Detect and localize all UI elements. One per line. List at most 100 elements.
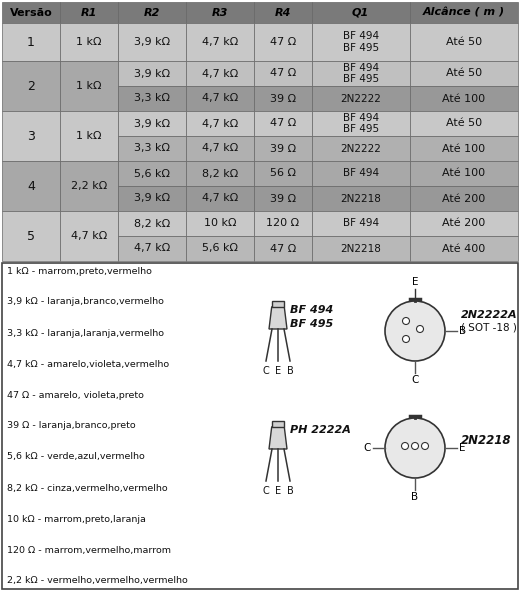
Bar xyxy=(254,211,311,236)
Text: Até 400: Até 400 xyxy=(442,243,486,254)
Text: 56 Ω: 56 Ω xyxy=(270,168,296,178)
Bar xyxy=(186,2,254,23)
Bar xyxy=(2,211,60,261)
Bar xyxy=(186,111,254,136)
Text: BF 494
BF 495: BF 494 BF 495 xyxy=(343,31,379,53)
Text: R4: R4 xyxy=(275,8,291,18)
Text: 3: 3 xyxy=(27,129,35,142)
Bar xyxy=(118,23,186,61)
Text: 4,7 kΩ: 4,7 kΩ xyxy=(202,144,238,154)
Bar xyxy=(118,111,186,136)
Text: E: E xyxy=(412,277,418,287)
Text: Até 50: Até 50 xyxy=(446,37,482,47)
Text: B: B xyxy=(459,326,466,336)
Text: 39 Ω: 39 Ω xyxy=(270,93,296,103)
Text: Até 100: Até 100 xyxy=(442,144,485,154)
Bar xyxy=(118,236,186,261)
Text: 5,6 kΩ: 5,6 kΩ xyxy=(202,243,238,254)
Text: 47 Ω: 47 Ω xyxy=(269,69,296,79)
Text: B: B xyxy=(411,492,419,502)
Text: Até 200: Até 200 xyxy=(442,193,486,203)
Bar xyxy=(118,186,186,211)
Bar xyxy=(2,2,60,23)
Text: 4,7 kΩ: 4,7 kΩ xyxy=(134,243,170,254)
Text: 4,7 kΩ: 4,7 kΩ xyxy=(202,119,238,128)
Bar xyxy=(410,23,518,61)
Text: PH 2222A: PH 2222A xyxy=(290,425,351,435)
Text: 2,2 kΩ: 2,2 kΩ xyxy=(71,181,107,191)
Bar xyxy=(271,301,284,307)
Text: 4,7 kΩ: 4,7 kΩ xyxy=(202,193,238,203)
Bar xyxy=(186,61,254,86)
Bar xyxy=(186,186,254,211)
Bar xyxy=(2,61,60,111)
Text: 2: 2 xyxy=(27,80,35,93)
Bar xyxy=(311,161,410,186)
Circle shape xyxy=(385,301,445,361)
Text: 47 Ω: 47 Ω xyxy=(269,37,296,47)
Bar xyxy=(311,23,410,61)
Bar xyxy=(311,186,410,211)
Text: 2N2222: 2N2222 xyxy=(340,93,381,103)
Circle shape xyxy=(385,418,445,478)
Text: BF 494
BF 495: BF 494 BF 495 xyxy=(343,113,379,134)
Bar xyxy=(60,211,118,261)
Text: 2N2222: 2N2222 xyxy=(340,144,381,154)
Circle shape xyxy=(402,317,410,324)
Bar xyxy=(311,2,410,23)
Text: 4,7 kΩ - amarelo,violeta,vermelho: 4,7 kΩ - amarelo,violeta,vermelho xyxy=(7,359,169,369)
Bar xyxy=(254,2,311,23)
Bar xyxy=(254,161,311,186)
Text: BF 495: BF 495 xyxy=(290,319,333,329)
Text: E: E xyxy=(275,366,281,376)
Text: 2N2218: 2N2218 xyxy=(340,243,381,254)
Text: 3,9 kΩ - laranja,branco,vermelho: 3,9 kΩ - laranja,branco,vermelho xyxy=(7,297,164,307)
Bar xyxy=(410,86,518,111)
Text: C: C xyxy=(411,375,419,385)
Circle shape xyxy=(411,443,419,450)
Text: 10 kΩ - marrom,preto,laranja: 10 kΩ - marrom,preto,laranja xyxy=(7,515,146,524)
Text: BF 494: BF 494 xyxy=(343,219,379,229)
Bar xyxy=(311,236,410,261)
Text: BF 494
BF 495: BF 494 BF 495 xyxy=(343,63,379,85)
Bar xyxy=(118,2,186,23)
Text: 8,2 kΩ: 8,2 kΩ xyxy=(134,219,170,229)
Text: 2N2218: 2N2218 xyxy=(461,434,512,446)
Text: 47 Ω: 47 Ω xyxy=(269,243,296,254)
Text: 39 Ω: 39 Ω xyxy=(270,144,296,154)
Bar xyxy=(118,161,186,186)
Bar xyxy=(118,61,186,86)
Text: 120 Ω - marrom,vermelho,marrom: 120 Ω - marrom,vermelho,marrom xyxy=(7,545,171,554)
Bar xyxy=(186,161,254,186)
Bar xyxy=(410,211,518,236)
Bar xyxy=(186,86,254,111)
Bar xyxy=(254,236,311,261)
Text: Até 100: Até 100 xyxy=(442,168,485,178)
Bar xyxy=(254,86,311,111)
Bar xyxy=(311,61,410,86)
Text: 10 kΩ: 10 kΩ xyxy=(203,219,236,229)
Text: 3,3 kΩ - laranja,laranja,vermelho: 3,3 kΩ - laranja,laranja,vermelho xyxy=(7,329,164,337)
Text: C: C xyxy=(263,486,269,496)
Bar xyxy=(254,23,311,61)
Text: 4: 4 xyxy=(27,180,35,193)
Bar xyxy=(186,136,254,161)
Bar xyxy=(311,136,410,161)
Text: 3,9 kΩ: 3,9 kΩ xyxy=(134,69,170,79)
Text: 3,3 kΩ: 3,3 kΩ xyxy=(134,93,170,103)
Bar xyxy=(410,186,518,211)
Text: 1: 1 xyxy=(27,35,35,48)
Text: 1 kΩ: 1 kΩ xyxy=(76,131,101,141)
Text: 2N2222A: 2N2222A xyxy=(461,310,517,320)
Bar xyxy=(2,23,60,61)
Bar xyxy=(60,23,118,61)
Bar xyxy=(410,161,518,186)
Text: BF 494: BF 494 xyxy=(343,168,379,178)
Bar xyxy=(410,111,518,136)
Text: 5,6 kΩ - verde,azul,vermelho: 5,6 kΩ - verde,azul,vermelho xyxy=(7,453,145,462)
Text: B: B xyxy=(287,366,293,376)
Bar xyxy=(271,421,284,427)
Text: 3,9 kΩ: 3,9 kΩ xyxy=(134,37,170,47)
Circle shape xyxy=(401,443,409,450)
Text: C: C xyxy=(363,443,371,453)
